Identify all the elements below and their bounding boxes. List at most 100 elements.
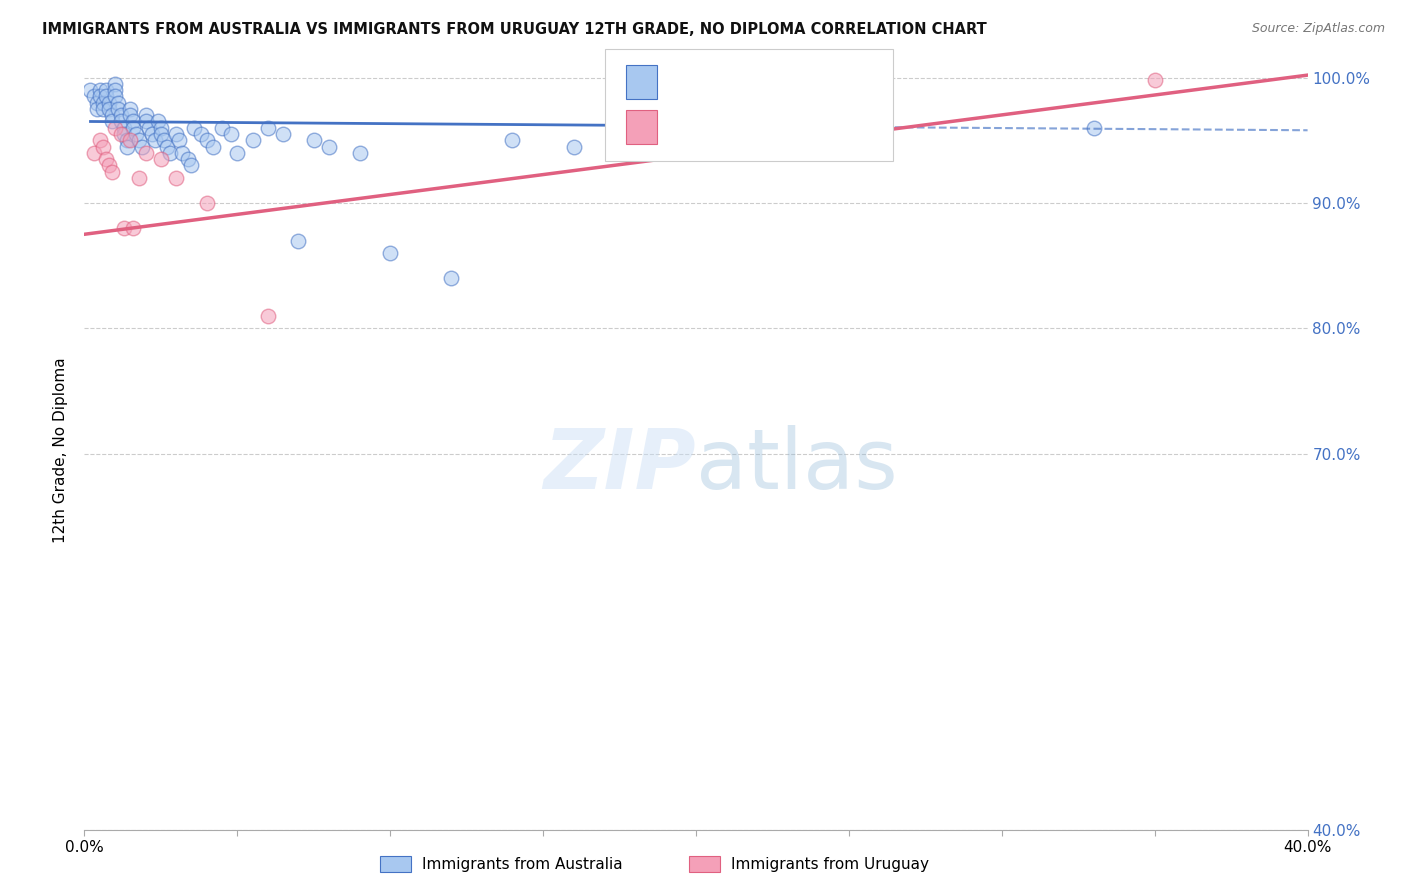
Point	[1143, 73, 1166, 87]
Point	[97, 158, 120, 172]
Point	[165, 127, 187, 141]
Point	[141, 127, 163, 141]
Point	[128, 170, 150, 185]
Point	[91, 95, 114, 110]
Point	[287, 234, 309, 248]
Point	[440, 271, 463, 285]
Point	[318, 139, 340, 153]
Point	[107, 102, 129, 116]
Text: N =: N =	[769, 75, 813, 90]
Point	[502, 133, 524, 147]
Point	[89, 133, 111, 147]
Point	[104, 77, 127, 91]
Text: R =: R =	[668, 120, 702, 135]
Point	[115, 139, 138, 153]
Point	[104, 120, 127, 135]
Point	[125, 127, 148, 141]
Point	[115, 133, 138, 147]
Point	[219, 127, 242, 141]
Point	[135, 145, 157, 160]
Point	[685, 127, 707, 141]
Point	[104, 89, 127, 103]
Point	[226, 145, 249, 160]
Point	[97, 95, 120, 110]
Point	[97, 102, 120, 116]
Point	[94, 83, 117, 97]
Point	[94, 152, 117, 166]
Text: Immigrants from Australia: Immigrants from Australia	[422, 857, 623, 871]
Text: Source: ZipAtlas.com: Source: ZipAtlas.com	[1251, 22, 1385, 36]
Point	[79, 83, 101, 97]
Point	[143, 133, 166, 147]
Point	[120, 133, 142, 147]
Point	[86, 102, 108, 116]
Point	[110, 127, 132, 141]
Point	[349, 145, 371, 160]
Point	[271, 127, 294, 141]
Point	[242, 133, 264, 147]
Point	[89, 89, 111, 103]
Point	[149, 152, 172, 166]
Point	[1083, 120, 1105, 135]
Point	[135, 108, 157, 122]
Point	[156, 139, 179, 153]
Point	[201, 139, 224, 153]
Point	[195, 196, 218, 211]
Point	[110, 108, 132, 122]
Text: 0.309: 0.309	[710, 120, 763, 135]
Point	[172, 145, 194, 160]
Point	[302, 133, 325, 147]
Point	[101, 108, 124, 122]
Point	[110, 114, 132, 128]
Point	[135, 114, 157, 128]
Point	[83, 89, 105, 103]
Point	[183, 120, 205, 135]
Text: R =: R =	[668, 75, 702, 90]
Text: N =: N =	[769, 120, 813, 135]
Text: IMMIGRANTS FROM AUSTRALIA VS IMMIGRANTS FROM URUGUAY 12TH GRADE, NO DIPLOMA CORR: IMMIGRANTS FROM AUSTRALIA VS IMMIGRANTS …	[42, 22, 987, 37]
Point	[177, 152, 200, 166]
Point	[190, 127, 212, 141]
Point	[112, 221, 135, 235]
Text: 68: 68	[815, 75, 837, 90]
Point	[101, 114, 124, 128]
Point	[112, 127, 135, 141]
Point	[211, 120, 233, 135]
Point	[122, 120, 145, 135]
Point	[131, 139, 153, 153]
Point	[120, 102, 142, 116]
Point	[122, 221, 145, 235]
Point	[91, 139, 114, 153]
Point	[89, 83, 111, 97]
Point	[83, 145, 105, 160]
Y-axis label: 12th Grade, No Diploma: 12th Grade, No Diploma	[53, 358, 69, 543]
Point	[91, 102, 114, 116]
Text: 18: 18	[815, 120, 837, 135]
Point	[167, 133, 190, 147]
Point	[107, 95, 129, 110]
Point	[195, 133, 218, 147]
Point	[153, 133, 176, 147]
Point	[104, 83, 127, 97]
Point	[149, 127, 172, 141]
Point	[86, 95, 108, 110]
Point	[380, 246, 402, 260]
Text: Immigrants from Uruguay: Immigrants from Uruguay	[731, 857, 929, 871]
Point	[112, 120, 135, 135]
Point	[122, 114, 145, 128]
Point	[159, 145, 181, 160]
Point	[257, 120, 280, 135]
Point	[138, 120, 160, 135]
Point	[180, 158, 202, 172]
Point	[146, 114, 169, 128]
Point	[120, 108, 142, 122]
Point	[149, 120, 172, 135]
Point	[94, 89, 117, 103]
Text: ZIP: ZIP	[543, 425, 696, 506]
Point	[128, 133, 150, 147]
Text: -0.016: -0.016	[710, 75, 765, 90]
Point	[562, 139, 585, 153]
Point	[257, 309, 280, 323]
Point	[101, 164, 124, 178]
Point	[165, 170, 187, 185]
